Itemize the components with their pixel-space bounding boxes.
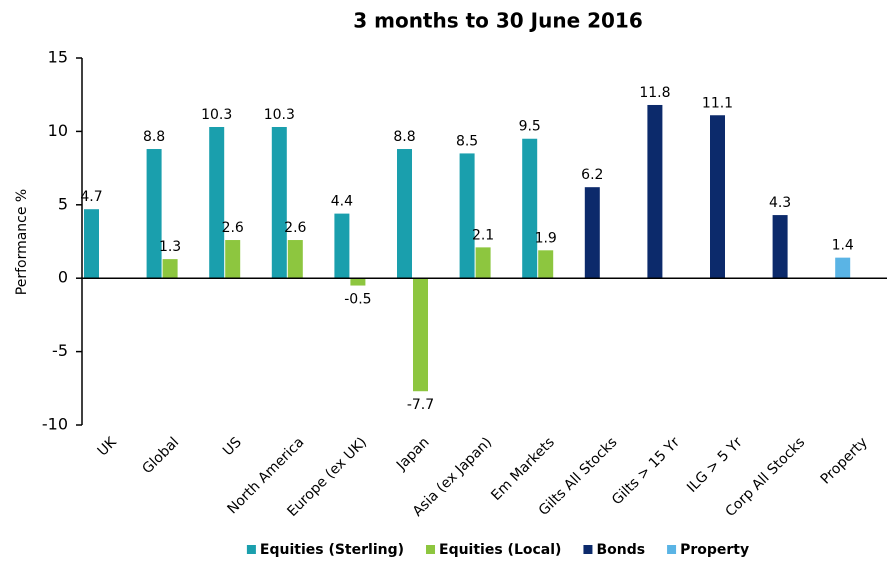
bar [772, 215, 788, 279]
legend-swatch [246, 545, 256, 554]
x-tick-label: Property [818, 434, 871, 487]
data-label: 8.8 [143, 129, 165, 145]
y-tick-label: 0 [58, 268, 68, 287]
bar [162, 259, 178, 279]
y-tick-label: 10 [48, 121, 68, 140]
data-label: 10.3 [264, 107, 295, 123]
data-label: 4.3 [769, 195, 791, 211]
x-tick-label: ILG > 5 Yr [684, 434, 746, 496]
bar [350, 278, 366, 286]
bar [84, 209, 99, 279]
data-label: 8.5 [456, 133, 478, 149]
y-tick-label: -5 [52, 341, 68, 360]
legend-label: Property [680, 542, 749, 558]
bar [538, 250, 554, 279]
data-label: 9.5 [519, 119, 541, 135]
bar [647, 104, 663, 279]
bar [584, 187, 600, 279]
legend-swatch [667, 545, 677, 554]
legend-swatch [426, 545, 436, 554]
data-label: 2.6 [284, 220, 306, 236]
data-label: 1.4 [832, 238, 854, 254]
data-label: 10.3 [201, 107, 232, 123]
y-tick-label: -10 [42, 415, 68, 434]
bar [334, 213, 350, 279]
x-tick-label: Em Markets [488, 434, 558, 504]
bar [522, 138, 538, 279]
bar [710, 115, 725, 279]
legend-swatch [583, 545, 593, 554]
legend-label: Equities (Local) [439, 542, 561, 558]
data-label: 4.4 [331, 194, 353, 210]
bar [225, 240, 241, 279]
bar [271, 126, 287, 279]
y-tick-label: 5 [58, 194, 68, 213]
y-axis-label: Performance % [14, 189, 30, 295]
bar [413, 278, 428, 392]
data-label: 1.3 [159, 239, 181, 255]
bar [459, 153, 475, 279]
chart-title: 3 months to 30 June 2016 [353, 9, 643, 33]
data-label: 6.2 [581, 167, 603, 183]
data-label: 8.8 [393, 129, 415, 145]
data-label: 1.9 [535, 230, 557, 246]
x-tick-label: UK [95, 434, 121, 460]
data-label: -0.5 [344, 292, 371, 308]
data-label: 11.8 [639, 85, 670, 101]
bar [475, 247, 491, 279]
data-label: 4.7 [80, 189, 102, 205]
bar [287, 240, 303, 279]
x-tick-label: US [220, 434, 245, 459]
bar [835, 257, 851, 279]
data-label: 2.1 [472, 227, 494, 243]
bar [397, 149, 412, 279]
bar [146, 149, 162, 279]
bar [209, 126, 225, 279]
data-label: 2.6 [222, 220, 244, 236]
y-tick-label: 15 [48, 48, 68, 67]
legend-label: Bonds [596, 542, 645, 558]
legend: Equities (Sterling) Equities (Local) Bonds… [246, 542, 749, 558]
x-tick-label: Global [139, 434, 182, 477]
x-tick-label: Japan [393, 434, 433, 474]
data-label: -7.7 [407, 397, 434, 413]
legend-label: Equities (Sterling) [260, 542, 404, 558]
x-tick-label: Gilts > 15 Yr [609, 434, 683, 508]
data-label: 11.1 [702, 95, 733, 111]
